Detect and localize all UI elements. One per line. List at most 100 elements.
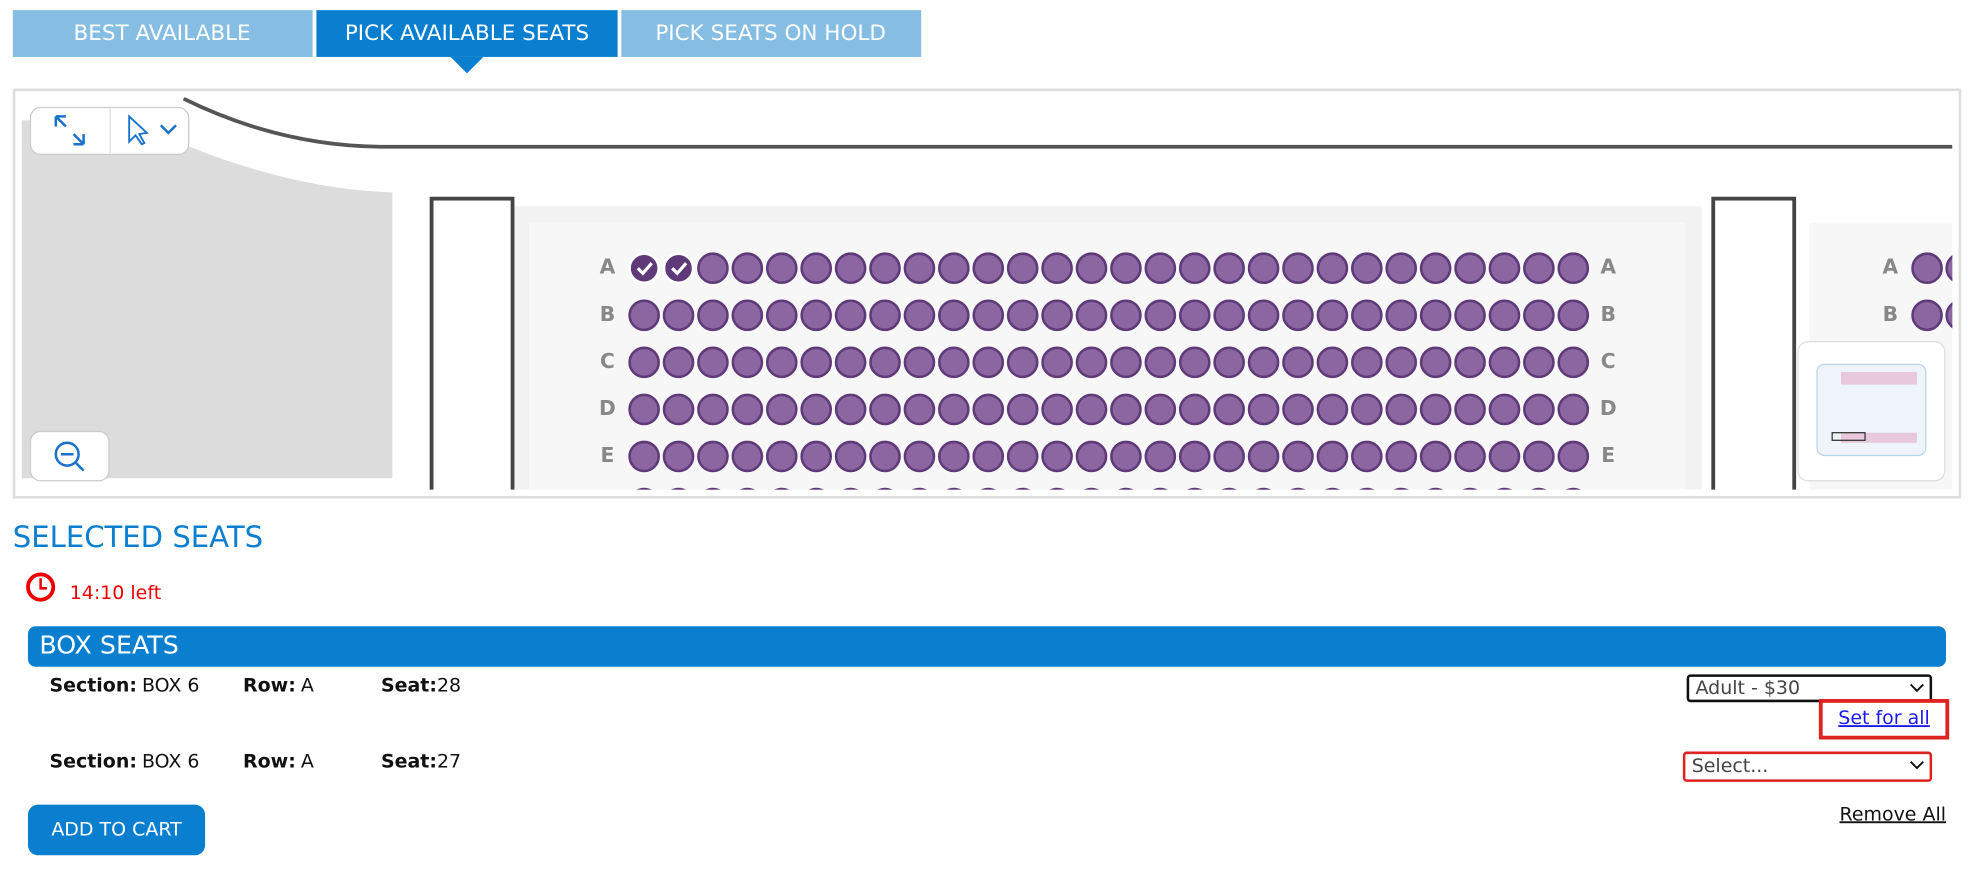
seat[interactable] — [1110, 440, 1142, 473]
ticket-select[interactable] — [1682, 751, 1933, 782]
seat[interactable] — [1385, 393, 1418, 426]
seat[interactable] — [1144, 346, 1177, 379]
seat[interactable] — [1247, 346, 1280, 379]
seat[interactable] — [1488, 252, 1521, 285]
seat[interactable] — [1247, 440, 1280, 473]
seat[interactable] — [731, 252, 764, 285]
seat[interactable] — [834, 252, 867, 285]
seat[interactable] — [1180, 487, 1209, 518]
seat[interactable] — [1454, 440, 1486, 473]
seat[interactable] — [1283, 487, 1312, 518]
seat[interactable] — [938, 393, 970, 426]
seat[interactable] — [1316, 299, 1349, 332]
seat[interactable] — [1178, 252, 1211, 285]
tab-label[interactable]: PICK SEATS ON HOLD — [655, 21, 886, 46]
seat[interactable] — [765, 252, 798, 285]
tab-label[interactable]: PICK AVAILABLE SEATS — [345, 21, 589, 46]
seat[interactable] — [834, 440, 867, 473]
seat-selected[interactable] — [628, 252, 660, 285]
seat[interactable] — [800, 252, 833, 285]
seat[interactable] — [1557, 440, 1590, 473]
seat[interactable] — [1351, 252, 1383, 285]
seat[interactable] — [1077, 487, 1106, 518]
seat[interactable] — [1318, 487, 1347, 518]
seat[interactable] — [1454, 393, 1486, 426]
seat[interactable] — [1316, 346, 1349, 379]
seat[interactable] — [1144, 299, 1177, 332]
seat[interactable] — [869, 346, 901, 379]
seat[interactable] — [767, 487, 796, 518]
seat[interactable] — [731, 346, 764, 379]
seat[interactable] — [1385, 252, 1418, 285]
seat[interactable] — [1524, 487, 1553, 518]
ticket-select-value[interactable]: Adult - $30 — [1696, 677, 1801, 699]
seat[interactable] — [1178, 440, 1211, 473]
seat[interactable] — [698, 487, 727, 518]
seat[interactable] — [1911, 299, 1943, 332]
seat[interactable] — [1041, 252, 1073, 285]
seat[interactable] — [1282, 393, 1314, 426]
seat[interactable] — [1351, 299, 1383, 332]
seat[interactable] — [1213, 346, 1245, 379]
seat[interactable] — [1282, 252, 1314, 285]
seat[interactable] — [1419, 440, 1452, 473]
seat[interactable] — [1523, 440, 1555, 473]
seat[interactable] — [765, 299, 798, 332]
seat[interactable] — [1006, 393, 1039, 426]
seat[interactable] — [1945, 254, 1974, 283]
seat[interactable] — [1041, 393, 1073, 426]
seat[interactable] — [938, 346, 970, 379]
seat[interactable] — [834, 393, 867, 426]
seat[interactable] — [1316, 440, 1349, 473]
seat[interactable] — [1488, 440, 1521, 473]
seat[interactable] — [1488, 299, 1521, 332]
select-tool-button[interactable] — [128, 114, 149, 146]
seat[interactable] — [1178, 299, 1211, 332]
seat[interactable] — [836, 487, 865, 518]
seat[interactable] — [1385, 440, 1418, 473]
seat[interactable] — [869, 440, 901, 473]
tab[interactable] — [621, 10, 922, 57]
seat[interactable] — [1282, 346, 1314, 379]
seat[interactable] — [1178, 393, 1211, 426]
seat[interactable] — [1488, 393, 1521, 426]
seat[interactable] — [1385, 299, 1418, 332]
seat[interactable] — [1144, 252, 1177, 285]
seat[interactable] — [834, 346, 867, 379]
seat[interactable] — [1110, 299, 1142, 332]
seat[interactable] — [972, 346, 1005, 379]
seat[interactable] — [1041, 440, 1073, 473]
seat[interactable] — [800, 299, 833, 332]
seat[interactable] — [733, 487, 762, 518]
seat[interactable] — [1144, 393, 1177, 426]
seat[interactable] — [938, 252, 970, 285]
seat[interactable] — [765, 440, 798, 473]
seat[interactable] — [1316, 252, 1349, 285]
seat[interactable] — [1178, 346, 1211, 379]
seat[interactable] — [731, 440, 764, 473]
seat[interactable] — [1454, 252, 1486, 285]
seat[interactable] — [1488, 346, 1521, 379]
seat[interactable] — [1419, 252, 1452, 285]
seat[interactable] — [1352, 487, 1381, 518]
seat[interactable] — [1075, 393, 1108, 426]
seat[interactable] — [972, 299, 1005, 332]
seat[interactable] — [938, 299, 970, 332]
seat[interactable] — [1041, 346, 1073, 379]
seat[interactable] — [800, 346, 833, 379]
seat[interactable] — [697, 346, 729, 379]
seat[interactable] — [1419, 299, 1452, 332]
seat[interactable] — [664, 487, 693, 518]
seat[interactable] — [662, 299, 695, 332]
seat[interactable] — [903, 393, 936, 426]
ticket-select[interactable] — [1686, 674, 1933, 703]
seat[interactable] — [939, 487, 968, 518]
seat[interactable] — [869, 252, 901, 285]
zoom-out-button[interactable] — [29, 430, 110, 482]
seat-selected[interactable] — [662, 252, 695, 285]
seat[interactable] — [697, 299, 729, 332]
seat[interactable] — [1351, 393, 1383, 426]
seat[interactable] — [1316, 393, 1349, 426]
seat[interactable] — [1008, 487, 1037, 518]
seat[interactable] — [1454, 346, 1486, 379]
